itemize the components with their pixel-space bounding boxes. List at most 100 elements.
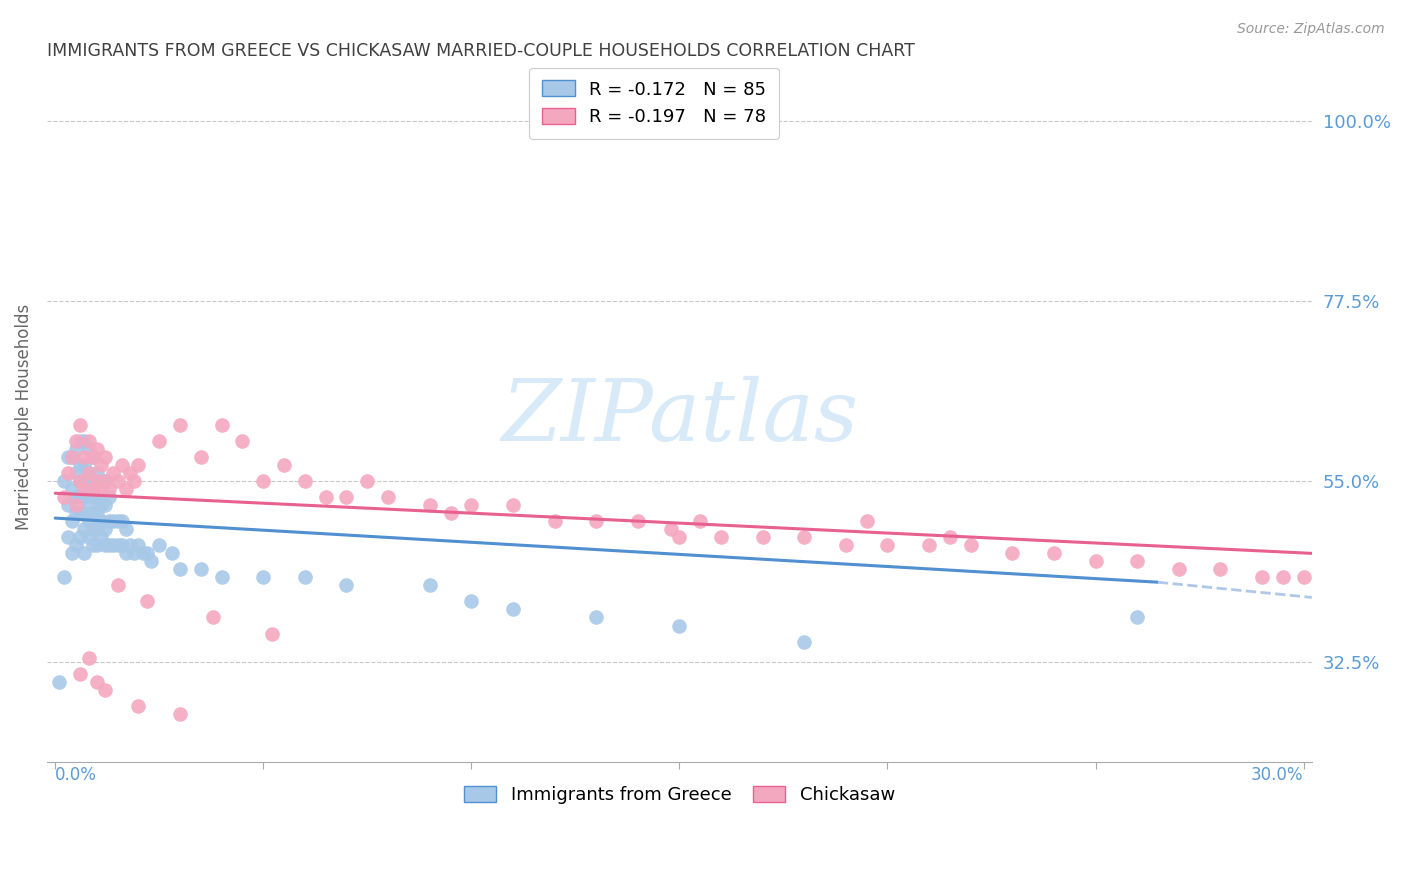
Point — [69, 458, 91, 473]
Point — [294, 570, 316, 584]
Text: IMMIGRANTS FROM GREECE VS CHICKASAW MARRIED-COUPLE HOUSEHOLDS CORRELATION CHART: IMMIGRANTS FROM GREECE VS CHICKASAW MARR… — [46, 42, 915, 60]
Point — [169, 562, 191, 576]
Point — [439, 506, 461, 520]
Point — [94, 682, 117, 697]
Point — [710, 530, 733, 544]
Point — [460, 498, 482, 512]
Point — [939, 530, 962, 544]
Point — [94, 522, 117, 536]
Point — [86, 674, 108, 689]
Point — [211, 418, 233, 433]
Point — [98, 538, 121, 552]
Point — [90, 458, 112, 473]
Point — [1001, 546, 1024, 560]
Point — [86, 474, 108, 488]
Point — [77, 482, 100, 496]
Point — [1313, 578, 1336, 592]
Point — [65, 490, 87, 504]
Point — [86, 506, 108, 520]
Point — [918, 538, 941, 552]
Point — [124, 546, 146, 560]
Point — [103, 467, 125, 481]
Point — [294, 474, 316, 488]
Point — [94, 538, 117, 552]
Point — [1043, 546, 1066, 560]
Point — [127, 538, 149, 552]
Point — [107, 578, 129, 592]
Point — [65, 498, 87, 512]
Point — [668, 618, 690, 632]
Point — [689, 514, 711, 528]
Point — [65, 467, 87, 481]
Point — [335, 490, 357, 504]
Point — [543, 514, 565, 528]
Point — [115, 482, 138, 496]
Point — [419, 498, 441, 512]
Point — [107, 538, 129, 552]
Point — [1167, 562, 1189, 576]
Point — [169, 418, 191, 433]
Point — [190, 562, 212, 576]
Point — [127, 458, 149, 473]
Point — [48, 674, 70, 689]
Point — [69, 666, 91, 681]
Point — [82, 538, 104, 552]
Point — [56, 450, 79, 465]
Point — [77, 514, 100, 528]
Point — [98, 514, 121, 528]
Point — [135, 594, 157, 608]
Point — [876, 538, 898, 552]
Point — [82, 450, 104, 465]
Point — [90, 482, 112, 496]
Point — [98, 490, 121, 504]
Point — [585, 514, 607, 528]
Point — [959, 538, 981, 552]
Point — [98, 482, 121, 496]
Point — [377, 490, 399, 504]
Point — [107, 474, 129, 488]
Point — [115, 522, 138, 536]
Point — [252, 474, 274, 488]
Point — [202, 610, 225, 624]
Point — [60, 514, 83, 528]
Point — [139, 554, 162, 568]
Point — [855, 514, 877, 528]
Point — [56, 467, 79, 481]
Point — [69, 506, 91, 520]
Point — [65, 538, 87, 552]
Point — [69, 418, 91, 433]
Point — [77, 442, 100, 457]
Point — [60, 450, 83, 465]
Point — [659, 522, 682, 536]
Point — [60, 546, 83, 560]
Point — [77, 650, 100, 665]
Point — [82, 474, 104, 488]
Point — [103, 538, 125, 552]
Point — [77, 467, 100, 481]
Y-axis label: Married-couple Households: Married-couple Households — [15, 304, 32, 530]
Point — [94, 474, 117, 488]
Point — [82, 482, 104, 496]
Point — [65, 506, 87, 520]
Point — [82, 450, 104, 465]
Point — [1126, 554, 1149, 568]
Point — [111, 538, 134, 552]
Point — [73, 522, 96, 536]
Point — [260, 626, 283, 640]
Point — [190, 450, 212, 465]
Point — [103, 514, 125, 528]
Point — [1209, 562, 1232, 576]
Legend: Immigrants from Greece, Chickasaw: Immigrants from Greece, Chickasaw — [453, 775, 905, 814]
Point — [107, 514, 129, 528]
Point — [90, 498, 112, 512]
Point — [69, 490, 91, 504]
Point — [86, 467, 108, 481]
Point — [356, 474, 378, 488]
Point — [124, 474, 146, 488]
Point — [1251, 570, 1274, 584]
Point — [211, 570, 233, 584]
Point — [65, 442, 87, 457]
Point — [73, 474, 96, 488]
Point — [82, 506, 104, 520]
Point — [86, 442, 108, 457]
